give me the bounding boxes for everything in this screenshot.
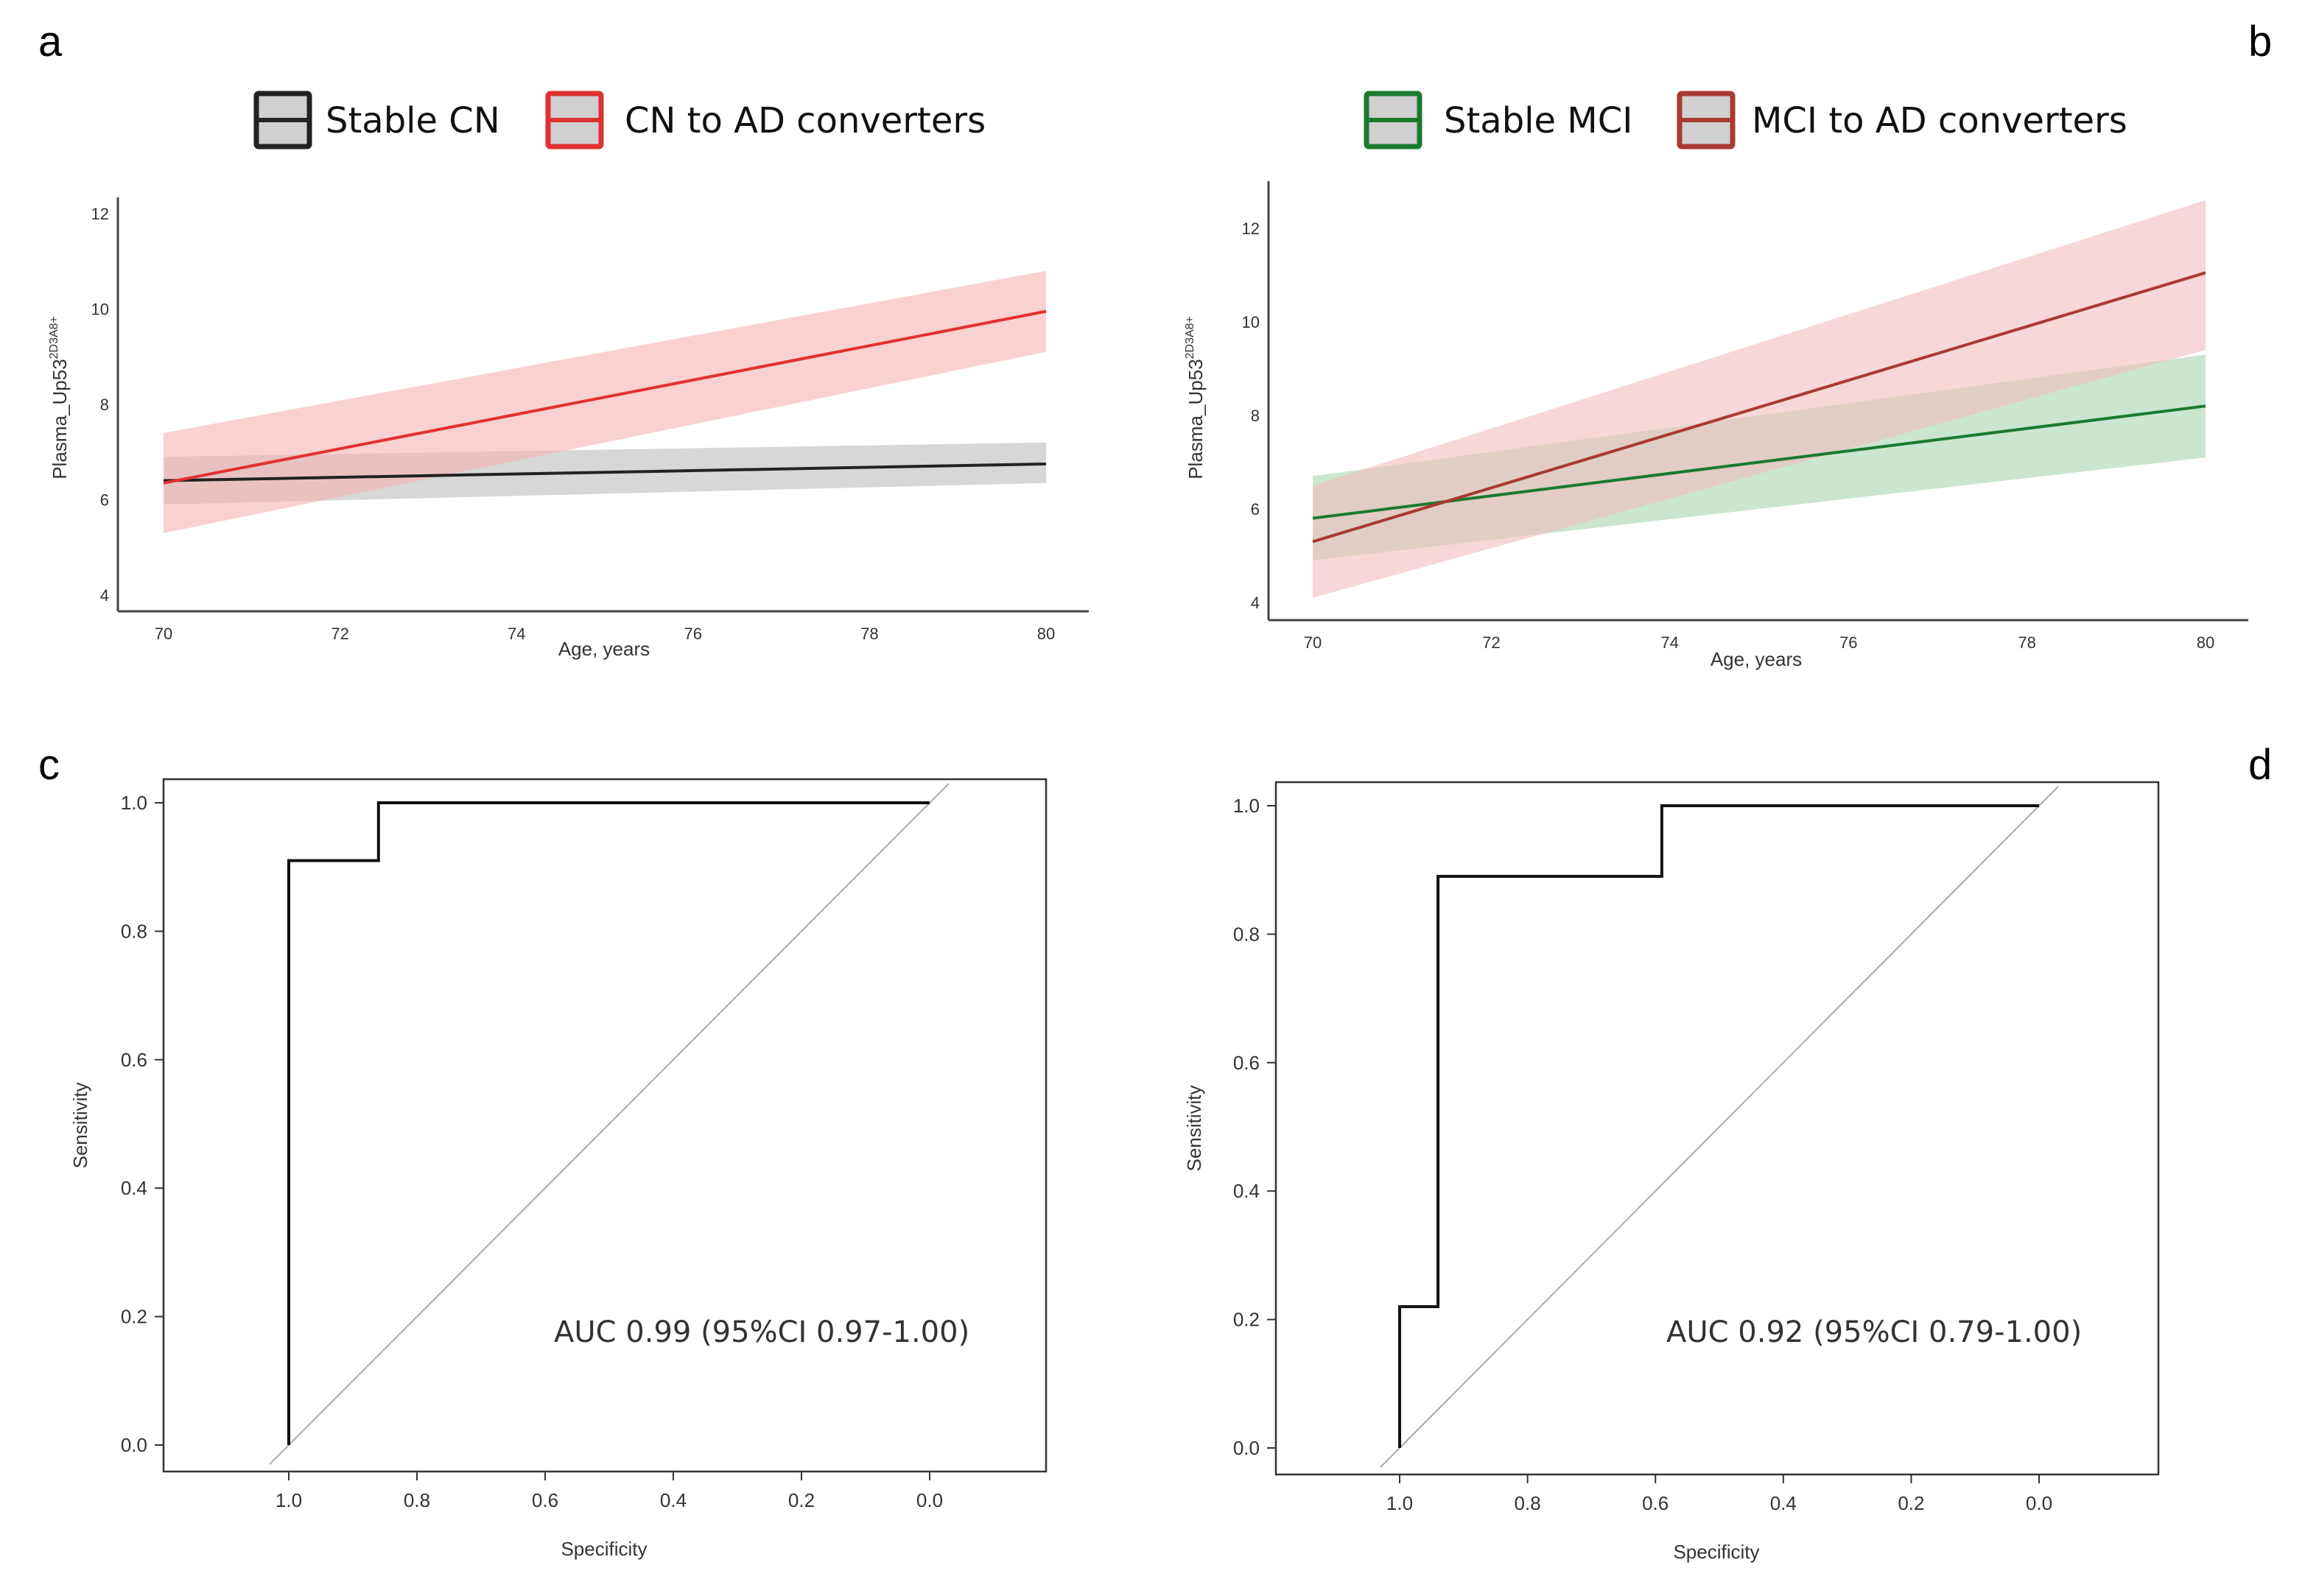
roc-curve bbox=[287, 801, 930, 1445]
x-tick-label: 0.2 bbox=[1898, 1492, 1924, 1514]
x-axis-label: Age, years bbox=[1711, 648, 1802, 670]
x-tick-label: 76 bbox=[684, 625, 702, 643]
confidence-band-2 bbox=[164, 270, 1046, 533]
x-tick-label: 76 bbox=[1839, 633, 1857, 652]
x-tick-label: 0.2 bbox=[788, 1489, 815, 1511]
x-tick-label: 0.4 bbox=[660, 1489, 687, 1511]
series-line-1 bbox=[163, 462, 1047, 482]
x-tick-label: 72 bbox=[331, 625, 348, 643]
x-tick-label: 0.6 bbox=[1642, 1492, 1669, 1514]
y-tick-label: 8 bbox=[1251, 407, 1260, 425]
legend-label-1: Stable CN bbox=[326, 100, 500, 141]
x-tick-label: 74 bbox=[508, 625, 525, 643]
x-tick-label: 1.0 bbox=[1386, 1492, 1413, 1514]
y-axis-label: Sensitivity bbox=[69, 1082, 91, 1168]
series-line-2 bbox=[1312, 271, 2206, 544]
auc-annotation: AUC 0.99 (95%CI 0.97-1.00) bbox=[554, 1315, 969, 1349]
panel-letter-c: c bbox=[38, 741, 60, 789]
x-axis-label: Age, years bbox=[558, 638, 650, 660]
y-axis-label-superscript: 2D3A8+ bbox=[1184, 316, 1196, 359]
legend-label-2: MCI to AD converters bbox=[1752, 100, 2127, 141]
auc-annotation: AUC 0.92 (95%CI 0.79-1.00) bbox=[1666, 1315, 2082, 1349]
y-tick-label: 0.8 bbox=[1233, 923, 1260, 945]
y-tick-label: 10 bbox=[91, 300, 109, 319]
reference-diagonal bbox=[1380, 786, 2059, 1468]
x-tick-label: 0.4 bbox=[1770, 1492, 1797, 1514]
x-tick-label: 0.8 bbox=[1515, 1492, 1541, 1514]
x-tick-label: 70 bbox=[155, 625, 172, 643]
y-tick-label: 0.8 bbox=[121, 920, 147, 942]
x-tick-label: 74 bbox=[1661, 633, 1679, 652]
x-tick-label: 78 bbox=[2018, 633, 2035, 652]
series-line-1 bbox=[1312, 404, 2206, 520]
y-axis-label: Sensitivity bbox=[1183, 1085, 1205, 1171]
x-axis-label: Specificity bbox=[561, 1538, 647, 1560]
y-tick-label: 12 bbox=[1242, 219, 1260, 238]
y-axis-label-main: Plasma_Up53 bbox=[1185, 359, 1207, 479]
x-tick-label: 0.8 bbox=[404, 1489, 430, 1511]
x-tick-label: 80 bbox=[2197, 633, 2214, 652]
x-tick-label: 0.0 bbox=[916, 1489, 943, 1511]
legend-label-1: Stable MCI bbox=[1444, 100, 1632, 141]
roc-curve bbox=[1398, 804, 2039, 1448]
x-axis-label: Specificity bbox=[1673, 1541, 1759, 1563]
y-tick-label: 0.6 bbox=[1233, 1052, 1260, 1074]
y-tick-label: 4 bbox=[100, 586, 109, 605]
series-line-2 bbox=[163, 309, 1047, 485]
plot-frame bbox=[1274, 781, 2160, 1476]
x-tick-label: 78 bbox=[860, 625, 878, 643]
y-tick-label: 0.4 bbox=[1233, 1180, 1260, 1202]
y-tick-label: 4 bbox=[1251, 594, 1260, 612]
chart-panel-c: 1.0 0.8 0.6 0.4 0.2 0.0 0.0 0.2 0.4 0.6 0.8 1.0 Spec… bbox=[69, 778, 1048, 1560]
y-tick-label: 10 bbox=[1242, 313, 1260, 331]
panel-letter-a: a bbox=[38, 18, 63, 66]
panel-letter-d: d bbox=[2248, 741, 2273, 789]
reference-diagonal bbox=[269, 783, 950, 1465]
y-axis-label-superscript: 2D3A8+ bbox=[48, 316, 60, 359]
x-tick-label: 1.0 bbox=[276, 1489, 302, 1511]
x-tick-label: 0.6 bbox=[532, 1489, 558, 1511]
x-tick-label: 72 bbox=[1482, 633, 1500, 652]
x-tick-label: 80 bbox=[1037, 625, 1055, 643]
x-tick-label: 0.0 bbox=[2026, 1492, 2052, 1514]
y-tick-label: 6 bbox=[100, 491, 109, 510]
y-axis-label: Plasma_Up532D3A8+ bbox=[48, 316, 71, 479]
chart-panel-a: Stable CN CN to AD converters 70 72 74 76 78 80… bbox=[48, 91, 1089, 660]
y-tick-label: 1.0 bbox=[1233, 795, 1260, 817]
y-tick-label: 12 bbox=[91, 205, 109, 223]
y-tick-label: 0.2 bbox=[1233, 1309, 1260, 1331]
confidence-band-2 bbox=[1313, 200, 2206, 598]
panel-letter-b: b bbox=[2248, 18, 2273, 66]
legend-label-2: CN to AD converters bbox=[625, 100, 986, 141]
chart-panel-d: 1.0 0.8 0.6 0.4 0.2 0.0 0.0 0.2 0.4 0.6 0.8 1.0 Spec… bbox=[1183, 781, 2160, 1563]
y-tick-label: 6 bbox=[1251, 500, 1260, 518]
plot-frame bbox=[162, 778, 1048, 1473]
y-tick-label: 0.0 bbox=[121, 1434, 147, 1456]
y-tick-label: 0.6 bbox=[121, 1049, 147, 1071]
y-axis-label-main: Plasma_Up53 bbox=[49, 359, 71, 479]
y-tick-label: 8 bbox=[100, 396, 109, 414]
y-axis-label: Plasma_Up532D3A8+ bbox=[1184, 316, 1207, 479]
y-tick-label: 1.0 bbox=[121, 792, 147, 814]
y-tick-label: 0.4 bbox=[121, 1177, 147, 1199]
chart-panel-b: Stable MCI MCI to AD converters 70 72 74 76 78… bbox=[1184, 91, 2248, 670]
y-tick-label: 0.2 bbox=[121, 1306, 147, 1328]
x-tick-label: 70 bbox=[1304, 633, 1322, 652]
y-tick-label: 0.0 bbox=[1233, 1437, 1260, 1459]
